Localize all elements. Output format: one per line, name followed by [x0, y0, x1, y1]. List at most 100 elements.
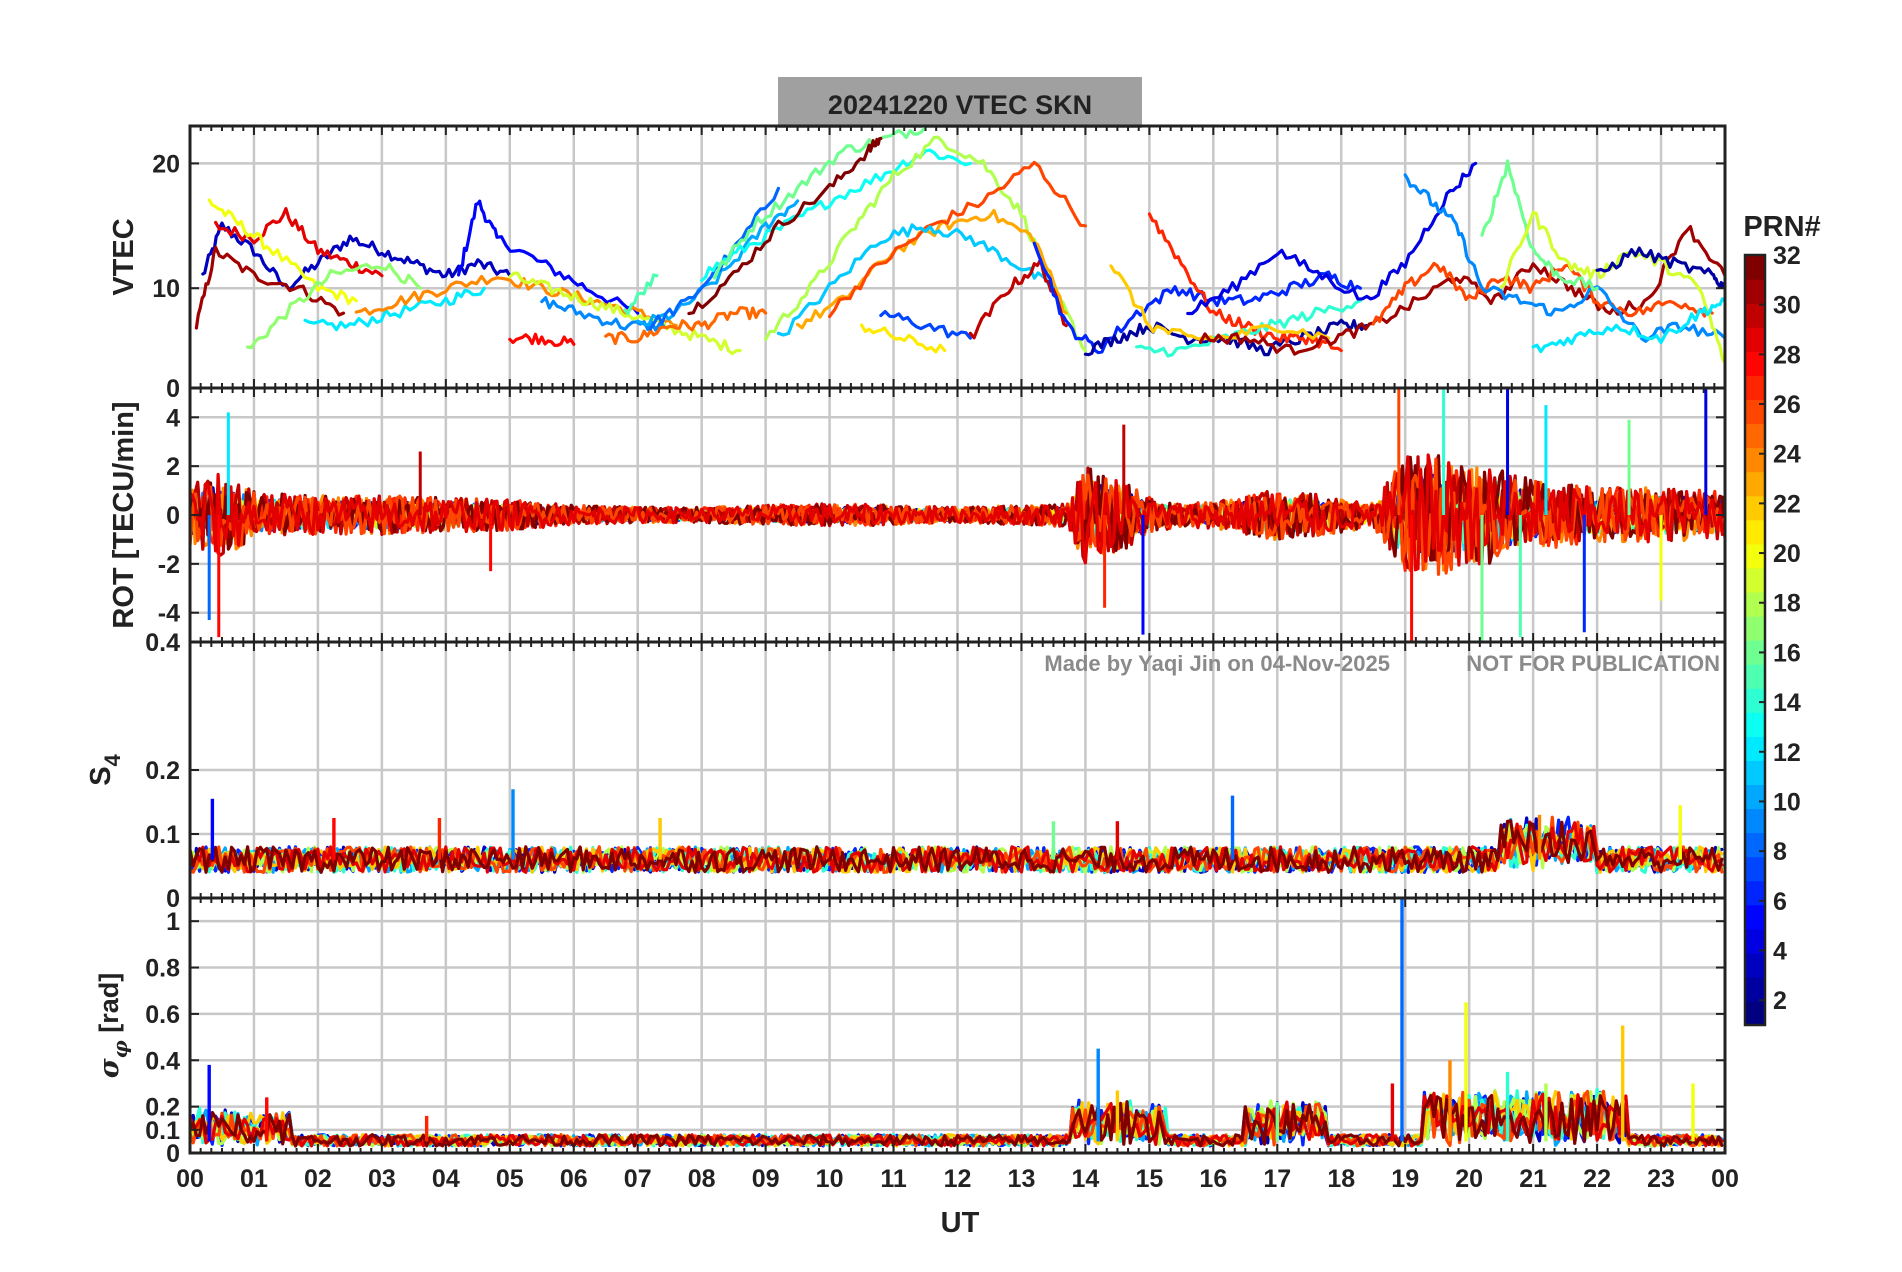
vtec-line-prn15 [623, 273, 659, 316]
colorbar-segment [1745, 375, 1765, 400]
colorbar-tick-label: 32 [1773, 242, 1801, 270]
vtec-line-prn12 [303, 286, 486, 332]
watermark-notice: NOT FOR PUBLICATION [1466, 651, 1720, 676]
x-tick-label: 23 [1647, 1165, 1675, 1193]
x-tick-label: 10 [816, 1165, 844, 1193]
vtec-line-prn31 [194, 245, 346, 330]
x-tick-label: 08 [688, 1165, 716, 1193]
y-axis-label: ROT [TECU/min] [108, 401, 140, 628]
y-axis-label-unit: [rad] [94, 973, 124, 1041]
y-tick-label: 20 [152, 150, 180, 178]
vtec-line-prn5 [457, 199, 640, 315]
colorbar-segment [1745, 688, 1765, 713]
figure-title: 20241220 VTEC SKN [828, 90, 1092, 120]
x-axis-label: UT [941, 1207, 980, 1239]
x-tick-label: 01 [240, 1165, 268, 1193]
colorbar-segment [1745, 279, 1765, 304]
vtec-line-prn31 [1198, 225, 1725, 356]
y-axis-label: VTEC [108, 218, 140, 295]
y-tick-label: 0.1 [145, 821, 180, 849]
colorbar-segment [1745, 447, 1765, 473]
y-axis-label-sigma: σ [94, 1058, 125, 1078]
colorbar-segment [1745, 712, 1765, 737]
panel-vtec: 10 20 VTEC [108, 124, 1727, 390]
colorbar-tick-label: 22 [1773, 490, 1801, 518]
s4-series [190, 789, 1724, 874]
colorbar-frame [1743, 253, 1767, 1027]
y-tick-label: -2 [158, 551, 180, 579]
rot-line-prn29 [190, 453, 1725, 572]
colorbar-tick-label: 28 [1773, 341, 1801, 369]
colorbar-segment [1745, 399, 1765, 425]
y-tick-label: 0.2 [145, 757, 180, 785]
colorbar-segment [1745, 351, 1765, 376]
x-tick-label: 05 [496, 1165, 524, 1193]
colorbar-segment [1745, 591, 1765, 617]
colorbar-segment [1745, 519, 1765, 545]
x-tick-label: 09 [752, 1165, 780, 1193]
y-axis-label-subscript: φ [108, 1040, 132, 1058]
watermark-author: Made by Yaqi Jin on 04-Nov-2025 [1044, 651, 1390, 676]
title-background [778, 77, 1142, 128]
x-tick-label: 00 [1711, 1165, 1739, 1193]
colorbar-segment [1745, 736, 1765, 761]
colorbar-segment [1745, 255, 1765, 280]
colorbar-label: PRN# [1743, 211, 1820, 243]
vtec-line-prn26 [1371, 261, 1714, 326]
s4-line-prn32 [190, 819, 1724, 874]
x-tick-label: 15 [1135, 1165, 1163, 1193]
colorbar-segment [1745, 615, 1765, 641]
vtec-line-prn4 [1186, 161, 1478, 316]
colorbar-segment [1745, 928, 1765, 954]
y-tick-label: 0.6 [145, 1001, 180, 1029]
colorbar-segment [1745, 303, 1765, 328]
colorbar-tick-label: 12 [1773, 739, 1801, 767]
x-tick-label: 04 [432, 1165, 460, 1193]
colorbar-tick-label: 18 [1773, 590, 1801, 618]
colorbar-tick-label: 16 [1773, 639, 1801, 667]
y-axis-label-subscript: 4 [100, 753, 125, 766]
vtec-line-prn2 [1595, 246, 1725, 290]
x-tick-label: 21 [1519, 1165, 1547, 1193]
colorbar-segment [1745, 808, 1765, 834]
colorbar-segment [1745, 471, 1765, 497]
colorbar-tick-label: 10 [1773, 788, 1801, 816]
y-tick-label: 10 [152, 275, 180, 303]
sigma_phi-series [190, 898, 1724, 1148]
vtec-line-prn19 [508, 271, 742, 356]
y-tick-label: 4 [166, 404, 180, 432]
colorbar-tick-label: 14 [1773, 689, 1801, 717]
vtec-line-prn9 [540, 296, 665, 332]
x-tick-label: 07 [624, 1165, 652, 1193]
colorbar-segment [1745, 495, 1765, 521]
colorbar-segment [1745, 640, 1765, 665]
vtec-line-prn17 [246, 262, 422, 350]
colorbar-tick-label: 30 [1773, 292, 1801, 320]
colorbar-tick-label: 8 [1773, 838, 1787, 866]
y-tick-label: 0.4 [145, 1047, 180, 1075]
x-tick-label: 03 [368, 1165, 396, 1193]
y-tick-label: 0.8 [145, 955, 180, 983]
x-tick-label: 13 [1008, 1165, 1036, 1193]
colorbar-segment [1745, 856, 1765, 882]
rot-series [190, 388, 1725, 642]
vtec-line-prn7 [879, 310, 972, 340]
y-tick-label: 0 [166, 1140, 180, 1168]
y-tick-label: 2 [166, 453, 180, 481]
y-tick-label-bottom: 0 [166, 885, 180, 913]
colorbar-segment [1745, 327, 1765, 352]
vtec-line-prn6 [1032, 241, 1362, 355]
colorbar-tick-label: 2 [1773, 987, 1787, 1015]
vtec-line-prn8 [648, 186, 780, 331]
vtec-line-prn26 [828, 160, 1087, 319]
vtec-series [194, 126, 1725, 365]
colorbar-segment [1745, 880, 1765, 906]
colorbar-tick-label: 26 [1773, 391, 1801, 419]
colorbar-segment [1745, 423, 1765, 449]
y-tick-label: 1 [166, 908, 180, 936]
x-tick-label: 06 [560, 1165, 588, 1193]
x-tick-label: 22 [1583, 1165, 1611, 1193]
